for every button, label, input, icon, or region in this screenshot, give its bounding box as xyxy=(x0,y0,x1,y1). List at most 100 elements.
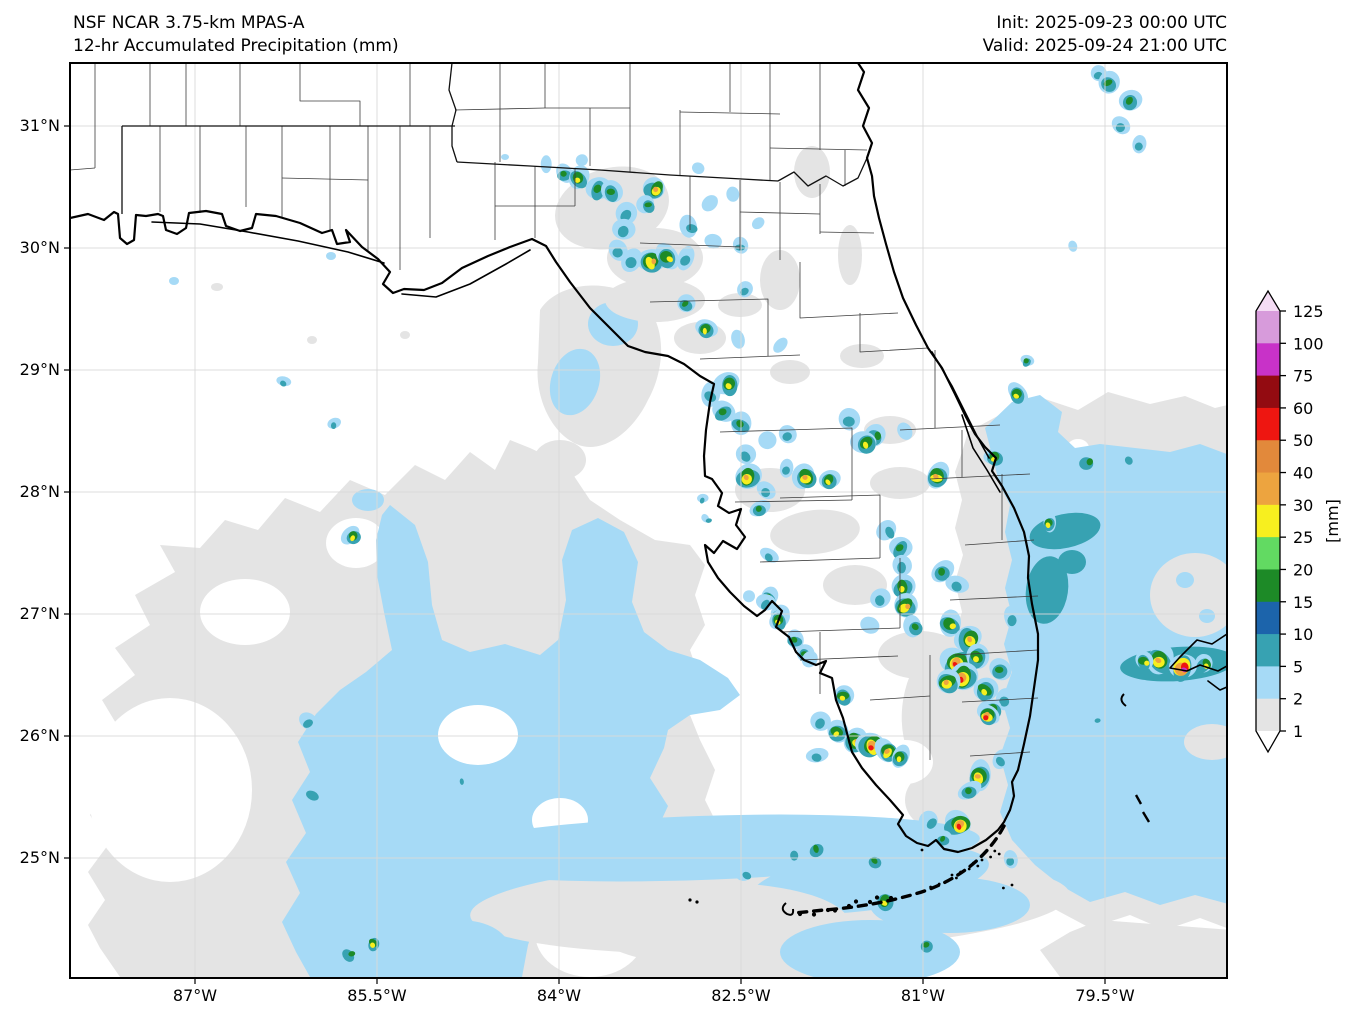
valid-time-label: Valid: 2025-09-24 21:00 UTC xyxy=(983,36,1227,56)
grand-bahama-coast xyxy=(1169,633,1227,691)
storm-cell xyxy=(778,425,797,444)
storm-cell xyxy=(936,669,961,694)
florida-keys-chain xyxy=(793,824,1006,915)
storm-cell xyxy=(1116,450,1135,466)
storm-cell xyxy=(636,195,655,214)
precipitation-fields xyxy=(70,63,1227,978)
storm-cell xyxy=(1093,712,1104,724)
storm-cell xyxy=(1015,630,1035,649)
light-patch xyxy=(780,920,960,978)
storm-cell xyxy=(989,658,1012,681)
trace-patch xyxy=(794,146,830,198)
storm-cell xyxy=(805,747,829,763)
title-variable: 12-hr Accumulated Precipitation (mm) xyxy=(73,36,399,56)
y-tick-label: 29°N xyxy=(20,360,60,379)
colorbar-tick-label: 60 xyxy=(1293,399,1313,418)
storm-cell xyxy=(677,294,696,313)
trace-patch xyxy=(534,440,586,480)
storm-cell xyxy=(1020,354,1035,367)
storm-cell xyxy=(276,376,292,387)
y-tick-label: 28°N xyxy=(20,482,60,501)
county-boundaries xyxy=(70,63,1039,760)
storm-cell xyxy=(601,180,623,203)
storm-cell xyxy=(1043,511,1057,533)
storm-cell xyxy=(1075,452,1099,471)
storm-cell xyxy=(1068,240,1078,252)
storm-cell xyxy=(615,201,638,225)
y-tick-label: 27°N xyxy=(20,604,60,623)
x-tick-label: 84°W xyxy=(537,986,581,1005)
light-dot xyxy=(501,154,509,160)
storm-cell xyxy=(701,514,712,523)
y-tick-label: 31°N xyxy=(20,116,60,135)
panhandle-barrier-islands xyxy=(151,221,385,264)
storm-cell xyxy=(712,400,736,422)
storm-cell xyxy=(1003,849,1018,869)
storm-cell xyxy=(1004,737,1023,752)
light-patch xyxy=(1199,609,1215,623)
storm-cell xyxy=(897,422,913,440)
storm-cell xyxy=(327,417,342,430)
storm-cell xyxy=(701,195,718,212)
storm-cell xyxy=(621,248,643,273)
storm-cell xyxy=(827,719,849,743)
storm-cell xyxy=(903,615,923,638)
colorbar-tick-label: 20 xyxy=(1293,560,1313,579)
storm-cell xyxy=(731,329,745,349)
storm-cell xyxy=(931,560,955,583)
colorbar-tick-label: 125 xyxy=(1293,302,1324,321)
se-corner-trace xyxy=(1040,920,1227,977)
trace-patch xyxy=(838,225,862,285)
storm-cell xyxy=(756,481,776,500)
trace-patch xyxy=(770,360,810,384)
storm-cell xyxy=(677,246,695,271)
storm-cell xyxy=(299,712,319,730)
coastlines xyxy=(70,63,1227,917)
storm-cell xyxy=(1147,644,1174,675)
colorbar-tick-label: 5 xyxy=(1293,657,1303,676)
light-patch xyxy=(549,348,601,416)
storm-cell xyxy=(892,554,912,576)
storm-cell xyxy=(679,214,698,238)
storm-cell xyxy=(1007,382,1029,405)
x-tick-label: 79.5°W xyxy=(1075,986,1135,1005)
storm-cell xyxy=(735,444,757,465)
storm-cell xyxy=(1111,116,1131,135)
x-tick-label: 87°W xyxy=(173,986,217,1005)
y-axis-ticks: 31°N 30°N 29°N 28°N 27°N 26°N 25°N xyxy=(20,116,70,867)
storm-cell xyxy=(838,407,861,431)
storm-cell xyxy=(712,372,740,397)
storm-cell xyxy=(735,463,762,489)
y-tick-label: 26°N xyxy=(20,726,60,745)
trace-patch xyxy=(840,344,884,368)
trace-patch xyxy=(718,293,762,317)
storm-cell xyxy=(642,177,665,200)
storm-cell xyxy=(935,830,953,846)
storm-cell xyxy=(751,217,765,230)
light-dot xyxy=(461,870,469,876)
dry-hole xyxy=(438,705,518,765)
storm-cell xyxy=(758,431,777,450)
trace-patch xyxy=(1088,416,1148,444)
storm-cell xyxy=(889,536,913,559)
storm-cells-layer xyxy=(276,65,1213,962)
storm-cell xyxy=(734,865,752,881)
storm-cell xyxy=(340,525,361,545)
storm-cell xyxy=(773,337,788,353)
storm-cell xyxy=(850,431,877,454)
storm-cell xyxy=(1132,135,1147,154)
storm-cell xyxy=(540,155,552,174)
storm-cell xyxy=(608,239,628,261)
trace-patch xyxy=(400,331,410,339)
apalachicola-barrier-islands xyxy=(401,249,531,298)
x-axis-ticks: 87°W 85.5°W 84°W 82.5°W 81°W 79.5°W xyxy=(173,978,1135,1005)
colorbar-tick-label: 10 xyxy=(1293,625,1313,644)
dry-hole xyxy=(88,698,252,882)
storm-cell xyxy=(945,575,970,593)
light-patch xyxy=(352,489,384,511)
colorbar-tick-label: 75 xyxy=(1293,367,1313,386)
trace-patch xyxy=(307,336,317,344)
storm-cell xyxy=(779,458,794,478)
storm-cell xyxy=(957,780,982,800)
